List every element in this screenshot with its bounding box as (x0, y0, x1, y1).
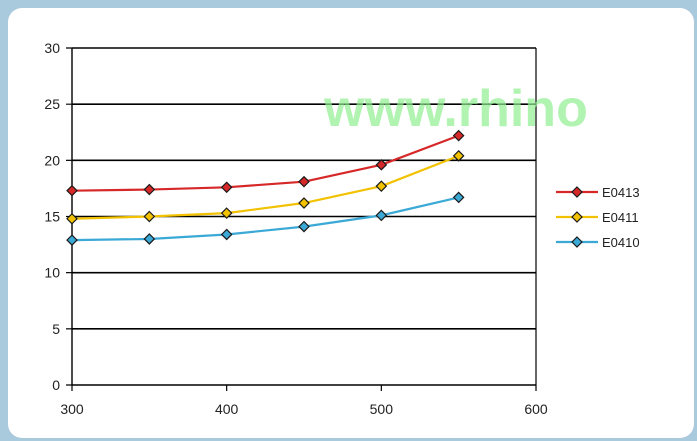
x-tick-label: 600 (524, 401, 548, 417)
data-point-e0410 (66, 234, 78, 246)
data-point-e0413 (143, 183, 156, 196)
watermark-text: www.rhino (323, 80, 588, 138)
y-tick-label: 5 (52, 321, 60, 337)
series-line-e0410 (71, 196, 459, 242)
legend: E0413 E0411 E0410 (556, 185, 640, 250)
data-point-e0411 (452, 149, 465, 162)
legend-label-e0413: E0413 (602, 185, 640, 200)
data-point-e0410 (452, 191, 465, 204)
y-tick-label: 10 (44, 265, 60, 281)
data-point-e0410 (298, 220, 310, 233)
legend-label-e0410: E0410 (602, 235, 640, 250)
y-tick-label: 15 (44, 209, 60, 225)
series-line-e0411 (71, 154, 460, 220)
data-point-e0411 (66, 212, 78, 225)
y-tick-label: 30 (44, 40, 60, 56)
axes: 0 5 10 15 20 25 30 300 400 500 600 (44, 40, 547, 417)
x-tick-label: 400 (215, 401, 239, 417)
data-point-e0413 (375, 158, 388, 171)
legend-label-e0411: E0411 (602, 210, 639, 225)
data-point-e0413 (66, 184, 78, 197)
data-point-e0410 (375, 209, 388, 222)
legend-marker-e0413 (571, 186, 583, 198)
data-point-e0410 (220, 228, 233, 241)
data-point-e0410 (143, 233, 156, 245)
series-group (66, 129, 465, 246)
data-point-e0413 (452, 129, 465, 142)
y-tick-label: 20 (44, 152, 60, 168)
data-point-e0413 (220, 181, 233, 194)
x-tick-label: 500 (370, 401, 394, 417)
data-point-e0413 (298, 175, 310, 188)
series-line-e0413 (71, 134, 460, 192)
x-tick-label: 300 (60, 401, 84, 417)
legend-marker-e0411 (571, 211, 583, 223)
legend-marker-e0410 (571, 236, 583, 248)
y-tick-label: 25 (44, 96, 60, 112)
data-point-e0411 (220, 207, 233, 219)
chart-card: 0 5 10 15 20 25 30 300 400 500 600 E0413 E0411 E0410… (8, 8, 694, 438)
data-point-e0411 (143, 210, 156, 223)
y-tick-label: 0 (52, 377, 60, 393)
line-chart: 0 5 10 15 20 25 30 300 400 500 600 E0413 E0411 E0410… (44, 40, 640, 417)
data-point-e0411 (298, 197, 310, 209)
data-point-e0411 (375, 180, 388, 193)
